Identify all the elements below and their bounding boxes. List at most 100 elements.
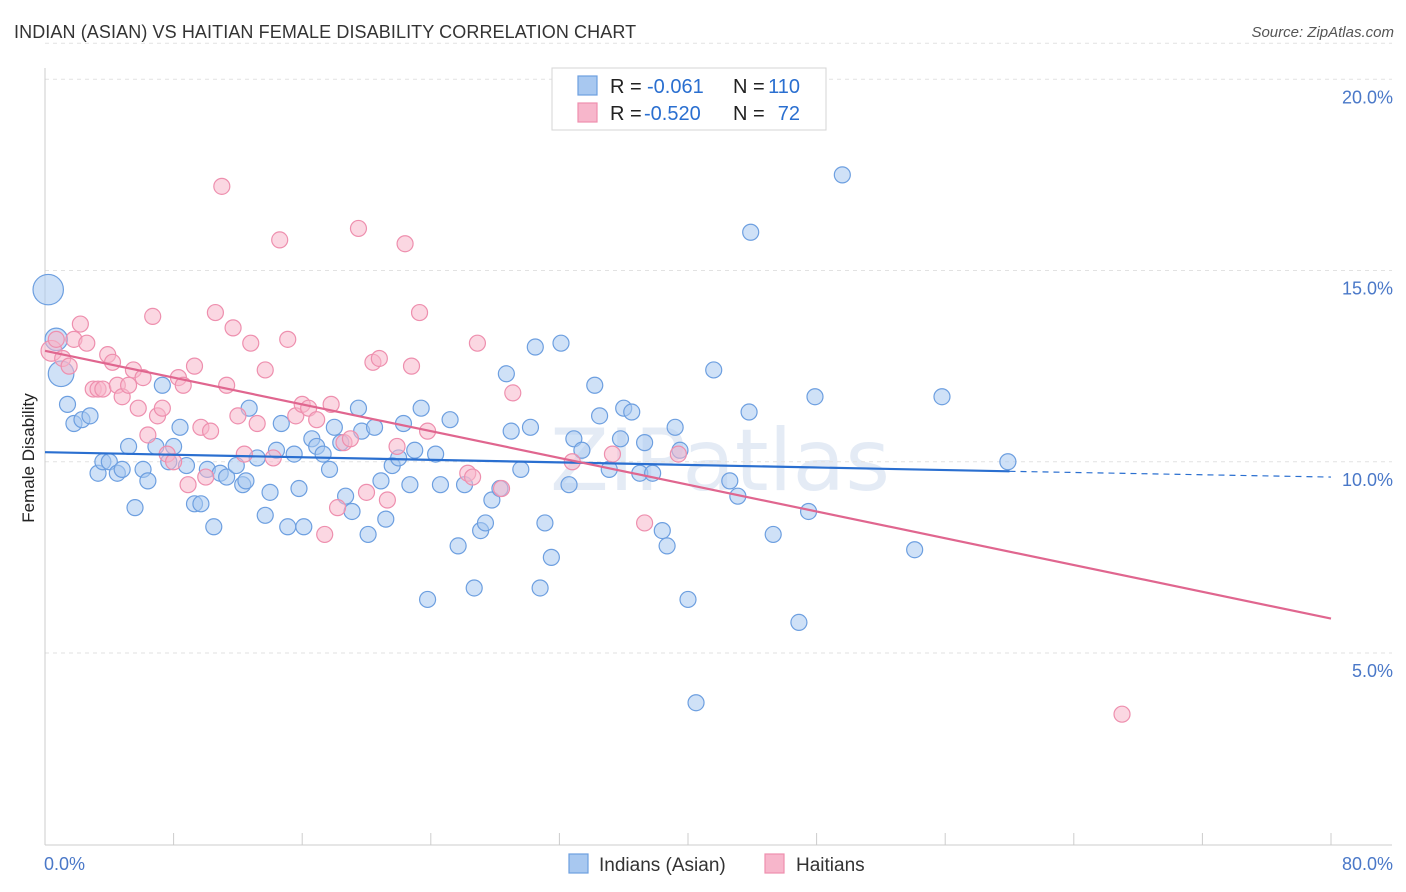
indians-point bbox=[586, 376, 604, 394]
haitians-point bbox=[279, 330, 297, 348]
haitians-point bbox=[165, 453, 183, 471]
indians-point bbox=[552, 334, 570, 352]
legend-n-label-1: N = bbox=[733, 76, 765, 98]
haitians-point bbox=[378, 491, 396, 509]
haitians-point bbox=[179, 476, 197, 494]
indians-point bbox=[418, 590, 437, 609]
indians-point bbox=[560, 476, 578, 494]
haitians-point bbox=[468, 334, 487, 352]
haitians-point bbox=[271, 231, 289, 249]
series-legend: Indians (Asian) Haitians bbox=[568, 853, 865, 876]
bottom-legend-label-indians: Indians (Asian) bbox=[599, 855, 726, 876]
haitians-point bbox=[322, 395, 340, 413]
indians-point bbox=[325, 418, 343, 436]
indians-point bbox=[406, 441, 424, 459]
correlation-legend: R = -0.061 N = 110 R = -0.520 N = 72 bbox=[551, 67, 827, 131]
legend-r-value-2: -0.520 bbox=[644, 103, 701, 125]
indians-point bbox=[679, 590, 697, 609]
haitians-point bbox=[213, 177, 231, 195]
haitians-point bbox=[370, 349, 388, 368]
haitians-point bbox=[349, 219, 368, 238]
source-credit: Source: ZipAtlas.com bbox=[1251, 24, 1394, 41]
legend-n-value-1: 110 bbox=[768, 76, 800, 98]
indians-point bbox=[58, 395, 77, 413]
haitians-point bbox=[492, 479, 511, 498]
indians-point bbox=[526, 338, 544, 356]
indians-point bbox=[502, 422, 520, 440]
indians-point bbox=[806, 388, 824, 406]
haitians-point bbox=[119, 376, 138, 394]
legend-r-label-1: R = bbox=[610, 76, 642, 98]
indians-point bbox=[476, 514, 495, 532]
legend-n-value-2: 72 bbox=[778, 103, 800, 125]
indians-point bbox=[139, 472, 157, 490]
haitians-point bbox=[139, 426, 157, 444]
indians-point bbox=[658, 537, 676, 555]
indians-point bbox=[542, 548, 560, 566]
haitians-point bbox=[504, 384, 522, 402]
haitians-point bbox=[78, 334, 96, 352]
indians-point bbox=[256, 506, 274, 524]
haitians-point bbox=[47, 330, 65, 348]
trend-lines bbox=[44, 349, 1332, 620]
indians-point bbox=[218, 468, 236, 486]
haitians-point bbox=[129, 399, 147, 417]
bottom-legend-swatch-haitians bbox=[764, 853, 785, 874]
legend-r-label-2: R = bbox=[610, 103, 642, 125]
indians-point bbox=[635, 434, 654, 452]
bottom-legend-swatch-indians bbox=[568, 853, 589, 874]
haitians-point bbox=[341, 430, 360, 448]
indians-point bbox=[171, 418, 189, 436]
haitians-point bbox=[1113, 705, 1131, 723]
indians-point bbox=[372, 472, 390, 490]
haitians-point bbox=[60, 357, 78, 375]
indians-point bbox=[412, 399, 430, 417]
indians-point bbox=[764, 525, 782, 544]
chart-title: INDIAN (ASIAN) VS HAITIAN FEMALE DISABIL… bbox=[14, 22, 637, 42]
bottom-legend-label-haitians: Haitians bbox=[796, 855, 865, 876]
haitians-trend-line bbox=[44, 349, 1332, 620]
haitians-point bbox=[410, 303, 429, 322]
haitians-point bbox=[144, 307, 162, 325]
indians-point bbox=[833, 166, 851, 184]
haitians-point bbox=[103, 353, 122, 371]
haitians-point bbox=[153, 399, 171, 417]
haitians-point bbox=[248, 414, 266, 433]
indians-point bbox=[119, 437, 138, 456]
indians-point bbox=[536, 514, 554, 532]
haitians-point bbox=[402, 357, 421, 375]
haitians-point bbox=[206, 303, 224, 322]
indians-point bbox=[742, 223, 760, 241]
indians-point bbox=[653, 521, 671, 540]
haitians-point bbox=[388, 437, 406, 456]
indians-point bbox=[81, 407, 99, 425]
haitians-point bbox=[197, 468, 215, 486]
legend-n-label-2: N = bbox=[733, 103, 765, 125]
indians-point bbox=[512, 460, 530, 478]
indians-point bbox=[590, 407, 609, 425]
legend-r-value-1: -0.061 bbox=[647, 76, 704, 98]
watermark: ZIPatlas bbox=[550, 411, 890, 511]
indians-point bbox=[285, 445, 303, 463]
indians-trend-line bbox=[44, 451, 1010, 473]
haitians-point bbox=[256, 361, 274, 379]
y-tick-label: 10.0% bbox=[1342, 470, 1393, 490]
indians-point bbox=[933, 388, 951, 406]
indians-point bbox=[295, 518, 313, 536]
indians-point bbox=[113, 460, 131, 478]
series-haitians-points bbox=[40, 177, 1131, 723]
haitians-point bbox=[224, 319, 242, 337]
indians-point bbox=[465, 579, 483, 597]
haitians-point bbox=[71, 315, 89, 333]
indians-point bbox=[497, 365, 515, 383]
indians-point bbox=[153, 376, 171, 394]
indians-point bbox=[427, 445, 445, 463]
haitians-point bbox=[185, 357, 204, 375]
indians-point bbox=[705, 361, 723, 379]
haitians-point bbox=[463, 468, 482, 486]
indians-point bbox=[740, 403, 758, 421]
haitians-point bbox=[328, 499, 347, 517]
indians-point bbox=[441, 411, 459, 429]
y-axis-label: Female Disability bbox=[19, 393, 38, 523]
